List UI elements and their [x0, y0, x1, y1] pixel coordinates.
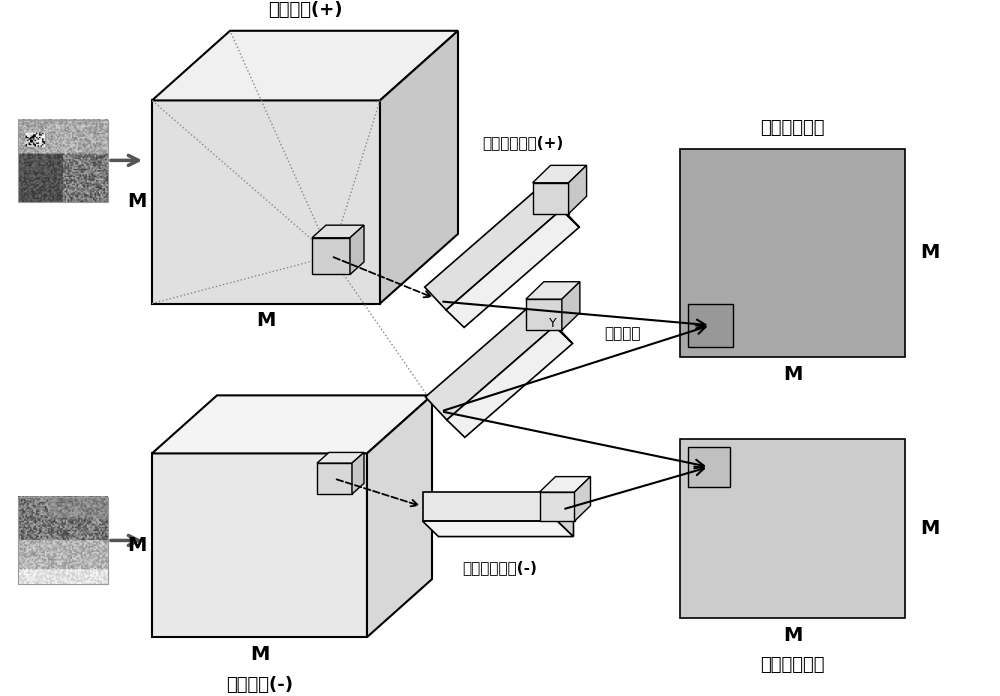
Polygon shape: [367, 395, 432, 637]
Polygon shape: [425, 187, 561, 310]
Polygon shape: [380, 31, 458, 303]
Text: M: M: [920, 519, 939, 538]
Polygon shape: [317, 463, 352, 494]
Polygon shape: [425, 303, 555, 420]
Polygon shape: [152, 453, 367, 637]
Text: M: M: [127, 193, 147, 212]
Bar: [688, 447, 730, 487]
Polygon shape: [152, 100, 380, 303]
Text: M: M: [256, 311, 276, 331]
Polygon shape: [558, 492, 574, 537]
Text: M: M: [250, 645, 269, 664]
Polygon shape: [540, 477, 590, 492]
Text: 正样本评价值: 正样本评价值: [760, 119, 825, 137]
Polygon shape: [526, 282, 580, 299]
Bar: [680, 439, 905, 618]
Text: M: M: [127, 536, 147, 555]
Text: 局部特征(-): 局部特征(-): [226, 676, 293, 694]
Polygon shape: [312, 238, 350, 274]
Text: Y: Y: [549, 317, 557, 330]
Polygon shape: [562, 282, 580, 330]
Text: 负样本评价值: 负样本评价值: [760, 656, 825, 674]
Polygon shape: [447, 326, 573, 437]
Bar: [18, 120, 108, 202]
Text: 全局特征: 全局特征: [604, 326, 640, 342]
Polygon shape: [533, 303, 573, 344]
Polygon shape: [533, 166, 587, 183]
Polygon shape: [152, 395, 432, 453]
Bar: [688, 303, 733, 347]
Polygon shape: [540, 187, 579, 227]
Bar: [18, 497, 108, 584]
Polygon shape: [317, 452, 364, 463]
Text: 局部特征向量(-): 局部特征向量(-): [463, 560, 537, 575]
Polygon shape: [574, 477, 590, 521]
Polygon shape: [569, 166, 587, 214]
Polygon shape: [533, 183, 569, 214]
Text: 局部特征向量(+): 局部特征向量(+): [482, 135, 564, 150]
Polygon shape: [422, 521, 574, 537]
Polygon shape: [540, 492, 574, 521]
Text: M: M: [783, 365, 802, 383]
Text: M: M: [920, 243, 939, 262]
Polygon shape: [526, 299, 562, 330]
Text: M: M: [783, 626, 802, 644]
Polygon shape: [152, 31, 458, 100]
Polygon shape: [312, 226, 364, 238]
Polygon shape: [422, 492, 558, 521]
Text: 局部特征(+): 局部特征(+): [268, 1, 342, 19]
Polygon shape: [352, 452, 364, 494]
Bar: [680, 149, 905, 356]
Polygon shape: [446, 209, 579, 327]
Polygon shape: [350, 226, 364, 274]
